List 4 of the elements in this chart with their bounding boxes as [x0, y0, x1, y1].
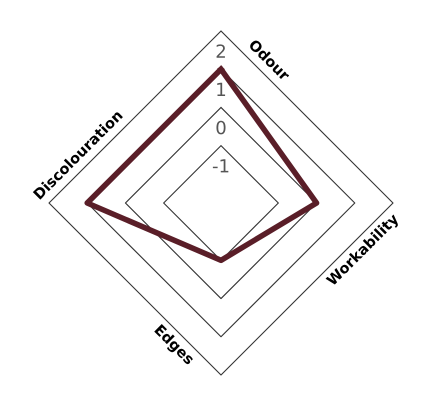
y-tick-label: 2 — [216, 44, 225, 58]
y-tick-label: -1 — [212, 159, 228, 172]
y-tick-label: 0 — [216, 120, 226, 134]
y-tick-label: 1 — [217, 82, 226, 96]
